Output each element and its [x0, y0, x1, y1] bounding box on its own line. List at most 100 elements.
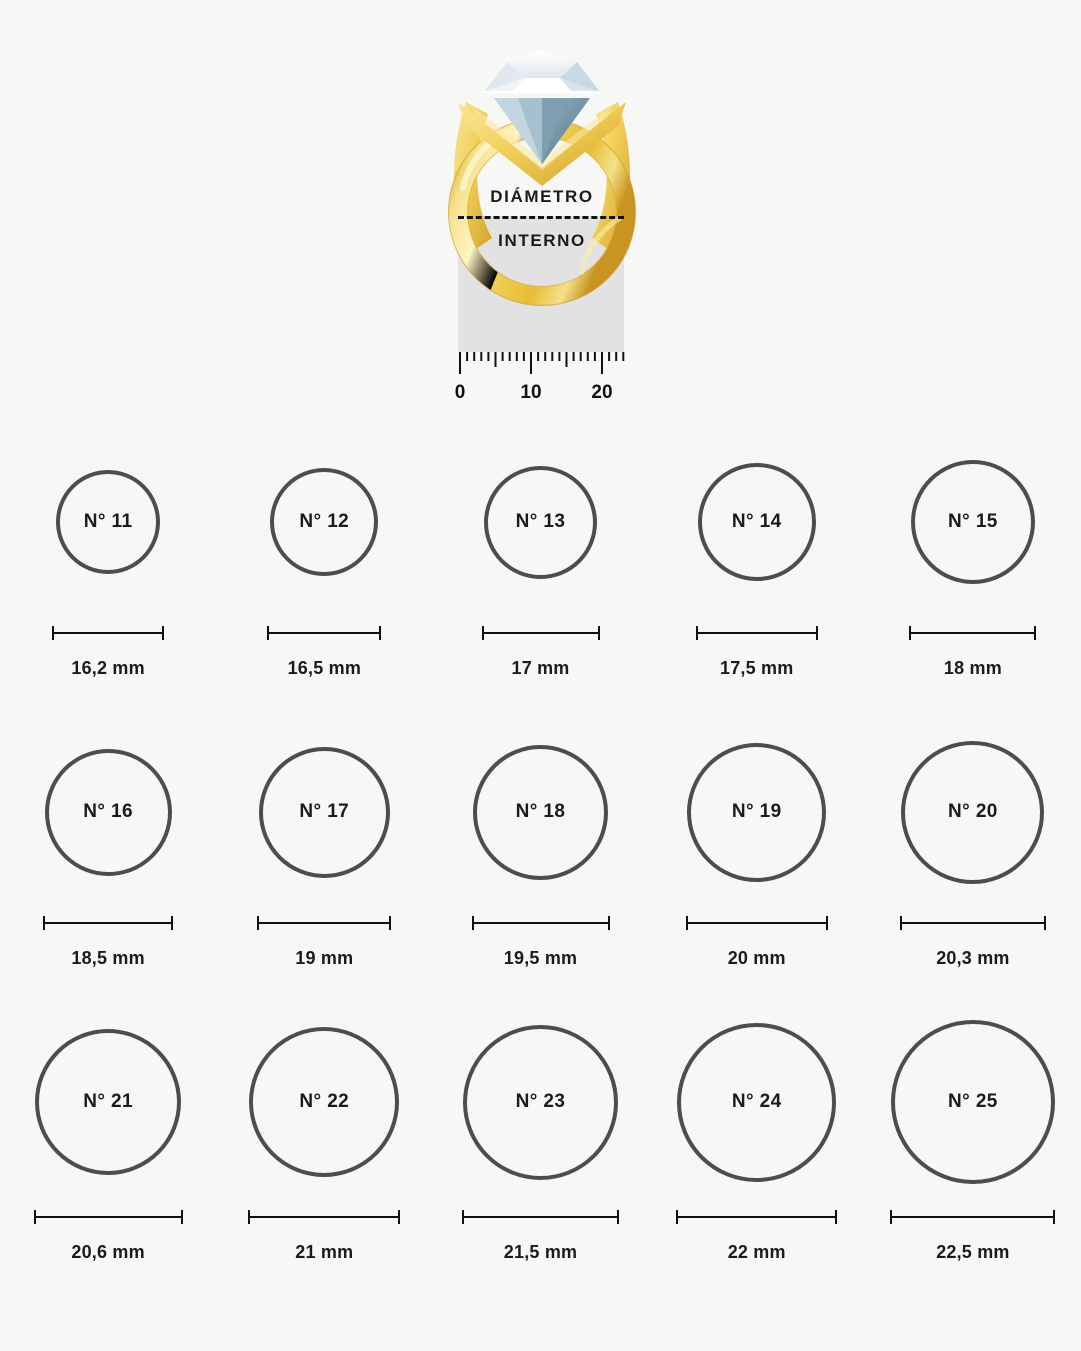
diameter-measure-bar — [52, 626, 165, 640]
size-row-2: N° 16 18,5 mm N° 17 19 mm N° 18 19,5 mm N° 19 2… — [0, 730, 1081, 1020]
diameter-mm-label: 21,5 mm — [503, 1242, 578, 1262]
ring-size-cell[interactable]: N° 20 20,3 mm — [865, 730, 1081, 1020]
ring-size-circle[interactable]: N° 23 — [463, 1024, 618, 1180]
ring-size-number: N° 19 — [731, 801, 782, 822]
ring-size-circle[interactable]: N° 16 — [44, 748, 172, 876]
ring-circle-wrap: N° 18 — [459, 730, 623, 894]
ring-circle-wrap: N° 16 — [26, 730, 190, 894]
measure-bar-line — [248, 1216, 401, 1218]
ring-size-cell[interactable]: N° 13 17 mm — [432, 440, 648, 730]
ring-size-number: N° 23 — [515, 1091, 566, 1112]
ring-size-cell[interactable]: N° 23 21,5 mm — [432, 1020, 648, 1345]
diameter-mm-label: 20 mm — [727, 948, 786, 968]
diameter-mm-label: 21 mm — [295, 1242, 354, 1262]
ring-size-cell[interactable]: N° 24 22 mm — [649, 1020, 865, 1345]
ring-size-circle[interactable]: N° 17 — [258, 746, 390, 878]
measure-bar-cap-right — [171, 916, 174, 930]
ring-size-circle[interactable]: N° 20 — [901, 740, 1045, 884]
ring-circle-wrap: N° 11 — [26, 440, 190, 604]
ring-size-circle[interactable]: N° 19 — [687, 742, 827, 882]
measure-bar-line — [471, 922, 610, 924]
ring-size-circle[interactable]: N° 18 — [473, 744, 608, 880]
ring-circle-wrap: N° 23 — [459, 1020, 623, 1184]
diameter-mm-label: 16,5 mm — [287, 658, 362, 678]
measure-bar-cap-right — [617, 1210, 619, 1224]
ring-size-number: N° 11 — [83, 511, 133, 532]
ring-diagram-section: DIÁMETRO INTERNO 0 10 20 — [0, 0, 1081, 430]
measure-bar-cap-right — [825, 916, 828, 930]
measure-bar-line — [890, 1216, 1056, 1218]
diameter-mm-label: 17 mm — [511, 658, 570, 678]
diameter-measure-bar — [248, 1210, 401, 1224]
ring-circle-wrap: N° 17 — [242, 730, 406, 894]
ring-size-cell[interactable]: N° 17 19 mm — [216, 730, 432, 1020]
diameter-label-bottom: INTERNO — [498, 231, 586, 250]
diameter-dashed-line — [458, 216, 624, 219]
measure-bar-line — [267, 632, 382, 634]
diameter-measure-bar — [481, 626, 600, 640]
measure-bar-cap-right — [835, 1210, 838, 1224]
ring-circle-wrap: N° 12 — [242, 440, 406, 604]
ring-size-cell[interactable]: N° 19 20 mm — [649, 730, 865, 1020]
ring-size-number: N° 18 — [515, 801, 566, 822]
ring-size-cell[interactable]: N° 14 17,5 mm — [649, 440, 865, 730]
measure-bar-line — [257, 922, 392, 924]
ring-size-cell[interactable]: N° 12 16,5 mm — [216, 440, 432, 730]
measure-bar-cap-left — [909, 626, 912, 640]
measure-bar-line — [695, 632, 818, 634]
measure-bar-cap-left — [248, 1210, 251, 1224]
diameter-measure-bar — [890, 1210, 1056, 1224]
ring-size-cell[interactable]: N° 15 18 mm — [865, 440, 1081, 730]
ruler: 0 10 20 — [452, 348, 632, 418]
measure-bar-line — [909, 632, 1037, 634]
ring-size-circle[interactable]: N° 11 — [56, 470, 161, 574]
measure-bar-cap-left — [43, 916, 46, 930]
diameter-mm-label: 18 mm — [943, 658, 1002, 678]
ring-size-cell[interactable]: N° 25 22,5 mm — [865, 1020, 1081, 1345]
ring-size-number: N° 14 — [731, 511, 782, 532]
ring-size-number: N° 21 — [83, 1091, 133, 1112]
measure-bar-cap-right — [1053, 1210, 1056, 1224]
ruler-number: 0 — [455, 382, 466, 403]
measure-bar-cap-left — [695, 626, 698, 640]
diameter-mm-label: 19,5 mm — [503, 948, 578, 968]
measure-bar-cap-left — [685, 916, 688, 930]
diameter-mm-label: 18,5 mm — [71, 948, 145, 968]
measure-bar-line — [676, 1216, 838, 1218]
ring-size-circle[interactable]: N° 13 — [484, 465, 597, 579]
ring-circle-wrap: N° 19 — [675, 730, 839, 894]
measure-bar-cap-left — [267, 626, 270, 640]
ring-circle-wrap: N° 21 — [26, 1020, 190, 1184]
ring-size-circle[interactable]: N° 24 — [677, 1022, 837, 1182]
measure-bar-cap-right — [1043, 916, 1046, 930]
diameter-mm-label: 17,5 mm — [719, 658, 794, 678]
ring-size-cell[interactable]: N° 21 20,6 mm — [0, 1020, 216, 1345]
ring-size-grid: N° 11 16,2 mm N° 12 16,5 mm N° 13 17 mm N° 14 1… — [0, 440, 1081, 1345]
diameter-measure-bar — [676, 1210, 838, 1224]
measure-bar-line — [685, 922, 828, 924]
ring-size-circle[interactable]: N° 14 — [697, 463, 816, 581]
ring-size-circle[interactable]: N° 22 — [249, 1027, 400, 1177]
diameter-mm-label: 20,3 mm — [936, 948, 1010, 968]
ring-size-number: N° 22 — [299, 1091, 350, 1112]
ring-size-circle[interactable]: N° 15 — [910, 460, 1035, 584]
diameter-measure-bar — [899, 916, 1046, 930]
diameter-mm-label: 16,2 mm — [71, 658, 145, 678]
ring-size-circle[interactable]: N° 12 — [270, 468, 379, 576]
measure-bar-cap-right — [180, 1210, 183, 1224]
ring-size-circle[interactable]: N° 21 — [35, 1029, 182, 1175]
ring-size-cell[interactable]: N° 22 21 mm — [216, 1020, 432, 1345]
diameter-measure-bar — [257, 916, 392, 930]
ring-size-number: N° 20 — [948, 801, 998, 822]
measure-bar-cap-left — [52, 626, 55, 640]
diameter-measure-bar — [909, 626, 1037, 640]
measure-bar-line — [462, 1216, 619, 1218]
ring-size-cell[interactable]: N° 11 16,2 mm — [0, 440, 216, 730]
diameter-measure-bar — [43, 916, 174, 930]
ring-size-circle[interactable]: N° 25 — [890, 1020, 1055, 1184]
ring-size-cell[interactable]: N° 18 19,5 mm — [432, 730, 648, 1020]
measure-bar-line — [43, 922, 174, 924]
ring-size-number: N° 15 — [948, 511, 998, 532]
ring-size-cell[interactable]: N° 16 18,5 mm — [0, 730, 216, 1020]
diameter-mm-label: 20,6 mm — [71, 1242, 145, 1262]
